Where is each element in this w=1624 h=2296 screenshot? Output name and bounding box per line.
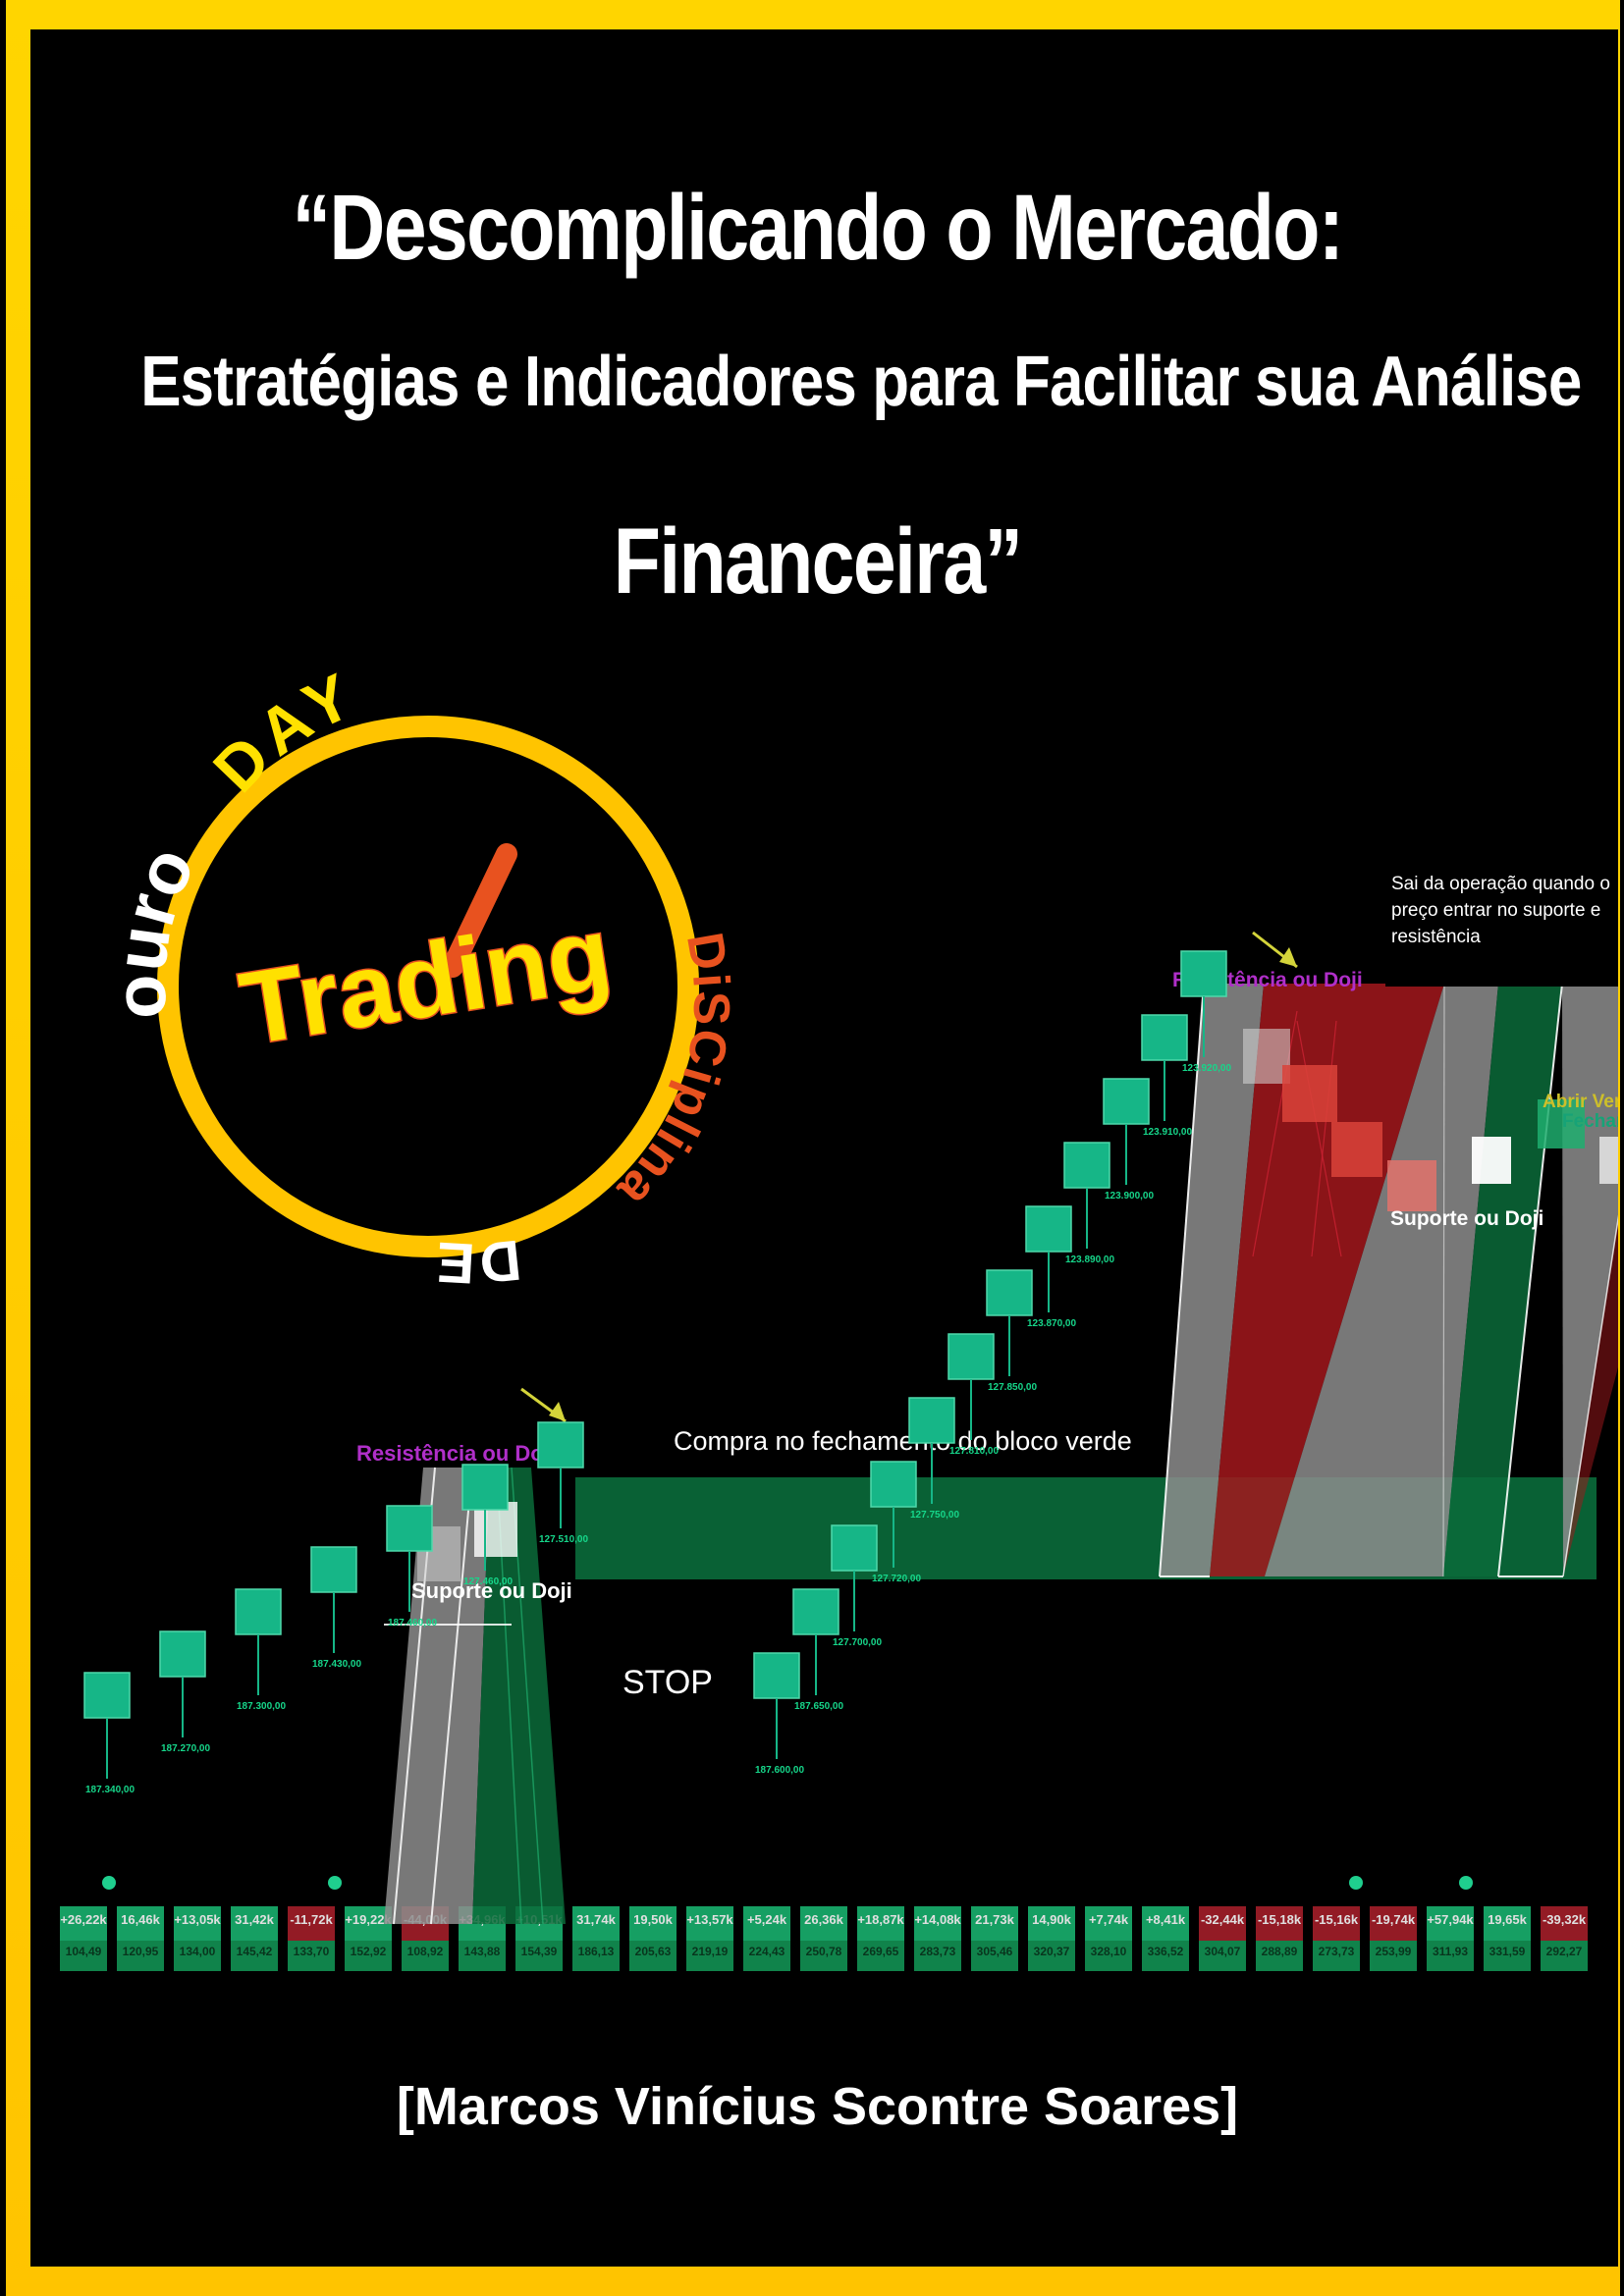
svg-text:127.750,00: 127.750,00 xyxy=(910,1510,959,1521)
svg-text:127.850,00: 127.850,00 xyxy=(988,1382,1037,1393)
svg-text:127.460,00: 127.460,00 xyxy=(463,1576,513,1587)
svg-text:STOP: STOP xyxy=(623,1664,713,1701)
svg-text:127.700,00: 127.700,00 xyxy=(833,1637,882,1648)
svg-text:127.510,00: 127.510,00 xyxy=(539,1534,588,1545)
svg-text:187.340,00: 187.340,00 xyxy=(85,1785,135,1795)
svg-text:Compra no fechamento do bloco: Compra no fechamento do bloco verde xyxy=(674,1426,1132,1456)
svg-text:187.650,00: 187.650,00 xyxy=(794,1701,843,1712)
svg-text:Suporte ou Doji: Suporte ou Doji xyxy=(1390,1207,1543,1230)
svg-text:127.720,00: 127.720,00 xyxy=(872,1574,921,1584)
svg-text:Fechar: Fechar xyxy=(1562,1111,1618,1132)
svg-text:187.460,00: 187.460,00 xyxy=(388,1618,437,1629)
svg-text:123.910,00: 123.910,00 xyxy=(1143,1127,1192,1138)
svg-text:Sai da operação quando o: Sai da operação quando o xyxy=(1391,874,1610,894)
svg-text:187.600,00: 187.600,00 xyxy=(755,1765,804,1776)
svg-text:123.920,00: 123.920,00 xyxy=(1182,1063,1231,1074)
svg-text:resistência: resistência xyxy=(1391,927,1481,947)
svg-text:123.870,00: 123.870,00 xyxy=(1027,1318,1076,1329)
svg-text:Resistência ou Doji: Resistência ou Doji xyxy=(356,1441,556,1466)
svg-text:187.270,00: 187.270,00 xyxy=(161,1743,210,1754)
svg-text:187.300,00: 187.300,00 xyxy=(237,1701,286,1712)
svg-text:Abrir Ven: Abrir Ven xyxy=(1543,1092,1618,1112)
svg-text:123.890,00: 123.890,00 xyxy=(1065,1255,1114,1265)
svg-text:123.900,00: 123.900,00 xyxy=(1105,1191,1154,1201)
svg-text:preço entrar no suporte e: preço entrar no suporte e xyxy=(1391,900,1600,921)
svg-text:187.430,00: 187.430,00 xyxy=(312,1659,361,1670)
svg-text:127.810,00: 127.810,00 xyxy=(949,1446,999,1457)
